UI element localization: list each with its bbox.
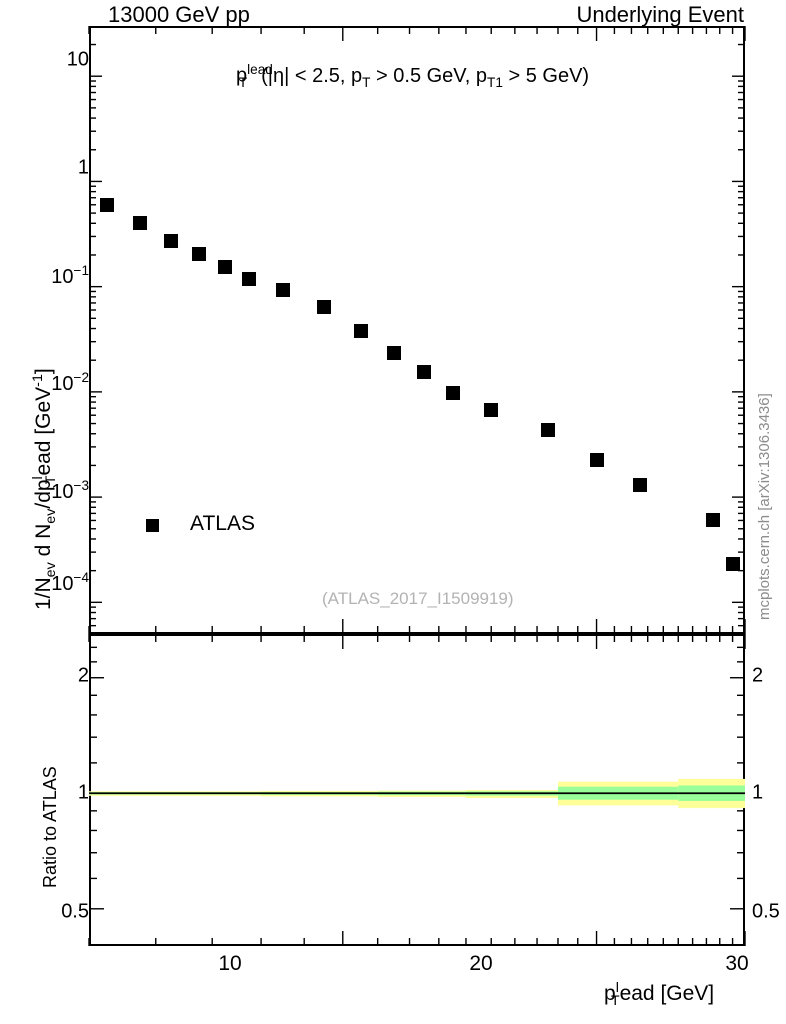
data-marker <box>133 216 148 231</box>
ratio-ytick-label-1-right: 1 <box>752 781 764 804</box>
data-marker <box>632 477 647 492</box>
data-marker <box>589 453 604 468</box>
ratio-ytick-label-2-left: 2 <box>77 664 89 687</box>
ytick-label-1em4: 10−4 <box>51 570 89 595</box>
xtick-label-20: 20 <box>469 952 493 975</box>
data-marker <box>445 385 460 400</box>
data-marker <box>191 246 206 261</box>
header-analysis-category: Underlying Event <box>576 2 744 27</box>
data-marker <box>316 300 331 315</box>
data-marker <box>725 557 740 572</box>
ytick-label-1em2: 10−2 <box>51 370 89 395</box>
ratio-ytick-label-05-right: 0.5 <box>752 900 780 923</box>
data-marker <box>353 323 368 338</box>
data-marker <box>484 402 499 417</box>
header-beam-energy: 13000 GeV pp <box>108 2 250 27</box>
plot-cuts-annotation: pleadT (|η| < 2.5, pT > 0.5 GeV, pT1 > 5 … <box>236 62 590 90</box>
analysis-id-watermark: (ATLAS_2017_I1509919) <box>322 589 514 608</box>
main-plot-frame <box>89 26 745 634</box>
data-marker <box>540 423 555 438</box>
legend-marker-atlas <box>146 519 159 532</box>
ytick-label-1em1: 10−1 <box>51 263 89 288</box>
xtick-label-10: 10 <box>218 952 242 975</box>
data-marker <box>218 259 233 274</box>
data-marker <box>276 283 291 298</box>
ratio-plot-frame <box>89 634 745 946</box>
data-marker <box>163 234 178 249</box>
data-marker <box>417 364 432 379</box>
legend-label-atlas: ATLAS <box>190 512 255 535</box>
xtick-label-30: 30 <box>725 952 749 975</box>
data-marker <box>242 272 257 287</box>
ytick-label-1e0: 1 <box>77 156 89 179</box>
mcplots-watermark: mcplots.cern.ch [arXiv:1306.3436] <box>756 393 773 620</box>
ratio-y-axis-title: Ratio to ATLAS <box>40 766 60 888</box>
x-axis-title: plTead [GeV] <box>604 980 715 1010</box>
ratio-ytick-label-2-right: 2 <box>752 664 764 687</box>
ratio-ytick-label-1-left: 1 <box>77 781 89 804</box>
ytick-label-1e1: 10 <box>66 48 89 71</box>
data-marker <box>386 345 401 360</box>
ytick-label-1em3: 10−3 <box>51 478 89 503</box>
data-marker <box>706 513 721 528</box>
data-marker <box>99 197 114 212</box>
ratio-ytick-label-05-left: 0.5 <box>61 900 89 923</box>
